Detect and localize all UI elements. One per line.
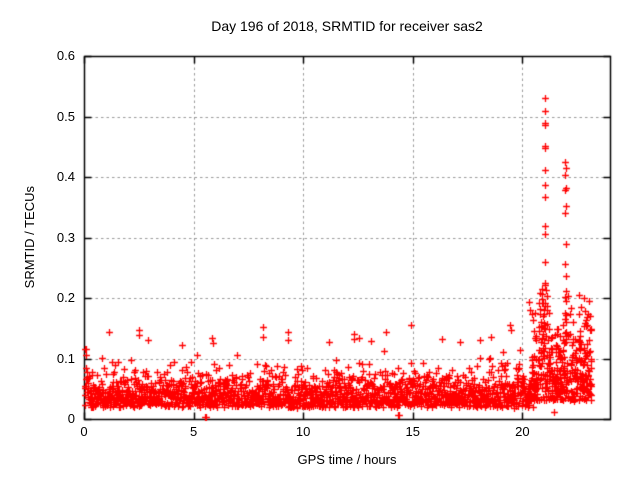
y-tick-label-0.5: 0.5 xyxy=(56,108,75,124)
y-tick-label-0.3: 0.3 xyxy=(56,229,75,245)
y-tick-label-0.2: 0.2 xyxy=(56,290,75,305)
x-tick-label-10: 10 xyxy=(295,424,311,439)
chart-title: Day 196 of 2018, SRMTID for receiver sas… xyxy=(211,18,483,34)
x-axis-label: GPS time / hours xyxy=(297,452,397,467)
y-tick-label-0.6: 0.6 xyxy=(56,48,75,63)
x-tick-label-15: 15 xyxy=(405,424,420,439)
x-tick-label-20: 20 xyxy=(515,424,530,439)
y-tick-label-0.1: 0.1 xyxy=(56,350,75,366)
x-tick-label-0: 0 xyxy=(80,424,88,439)
y-tick-label-0: 0 xyxy=(67,411,75,426)
x-tick-label-5: 5 xyxy=(189,424,198,439)
y-tick-label-0.4: 0.4 xyxy=(56,169,75,184)
